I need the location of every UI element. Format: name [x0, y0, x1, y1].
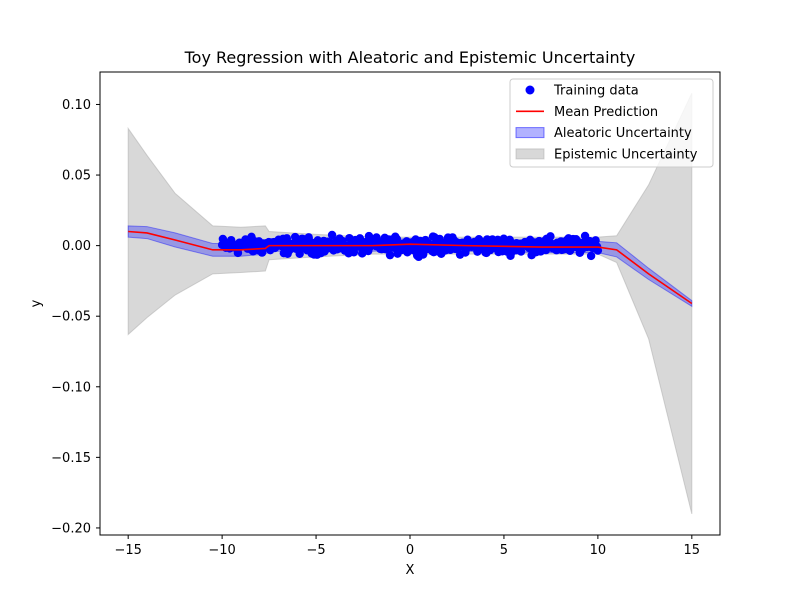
legend-marker-epistemic	[515, 148, 545, 160]
y-tick-label: 0.00	[62, 239, 91, 254]
y-axis-ticks: −0.20 −0.15 −0.10 −0.05 0.00 0.05 0.10	[51, 98, 100, 536]
y-axis-label: y	[29, 299, 44, 307]
x-tick-label: −15	[114, 543, 141, 558]
x-tick-label: 10	[590, 543, 607, 558]
training-point	[586, 251, 596, 261]
x-tick-label: 5	[500, 543, 508, 558]
y-tick-label: 0.05	[62, 169, 91, 184]
training-point	[392, 234, 402, 244]
y-tick-label: −0.05	[51, 310, 91, 325]
y-tick-label: −0.10	[51, 380, 91, 395]
epistemic-band	[127, 92, 693, 514]
training-point	[385, 250, 395, 260]
x-tick-label: −5	[306, 543, 325, 558]
legend-label: Mean Prediction	[554, 105, 658, 120]
training-point	[591, 236, 600, 245]
legend-marker-aleatoric	[515, 127, 545, 139]
y-tick-label: −0.15	[51, 451, 91, 466]
x-axis-ticks: −15 −10 −5 0 5 10 15	[114, 535, 700, 558]
training-point	[593, 246, 603, 255]
training-point	[327, 230, 337, 240]
mean-lines	[128, 230, 693, 305]
y-tick-label: −0.20	[51, 521, 91, 536]
training-point	[546, 232, 555, 241]
legend-label: Training data	[553, 84, 639, 99]
y-tick-label: 0.10	[62, 98, 91, 113]
legend-label: Epistemic Uncertainty	[554, 147, 698, 162]
training-point	[435, 234, 444, 244]
chart-title: Toy Regression with Aleatoric and Episte…	[184, 48, 636, 67]
x-tick-label: 0	[406, 543, 414, 558]
x-tick-label: 15	[684, 543, 701, 558]
legend-box	[509, 78, 714, 168]
legend-marker-training-data	[525, 85, 535, 95]
x-tick-label: −10	[208, 543, 235, 558]
legend: Training data Mean Prediction Aleatoric Un…	[509, 78, 714, 168]
legend-label: Aleatoric Uncertainty	[554, 126, 692, 141]
mean-prediction-line	[128, 230, 693, 305]
x-axis-label: X	[406, 563, 415, 578]
